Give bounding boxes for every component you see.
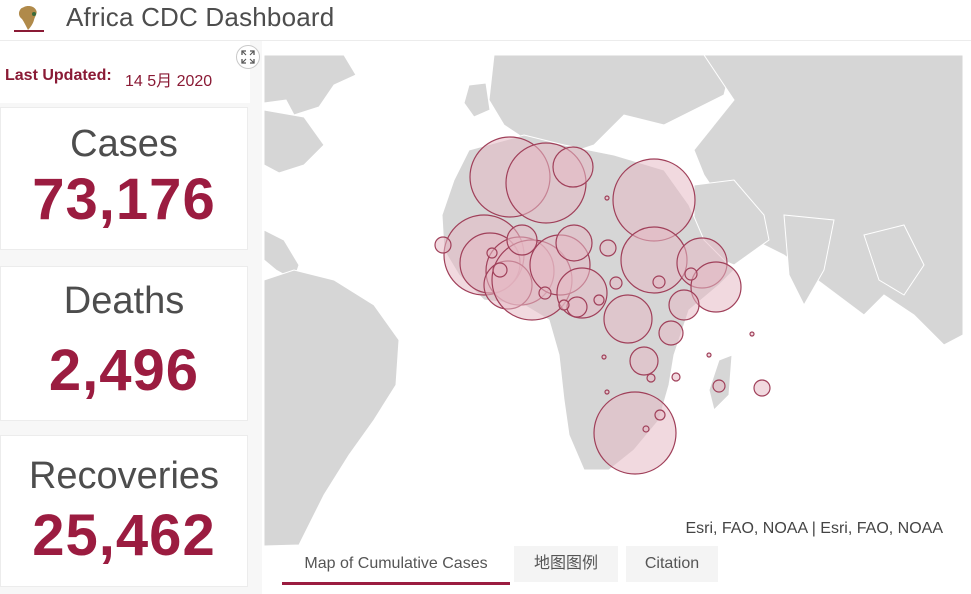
case-marker-mozambique: [671, 372, 681, 382]
case-marker-zambia: [629, 346, 659, 376]
case-marker-togo: [538, 286, 552, 300]
case-marker-cape-verde: [434, 236, 452, 254]
case-marker-guinea-bissau: [486, 247, 498, 259]
case-marker-libya: [604, 195, 610, 201]
tab-map-legend[interactable]: 地图图例: [514, 546, 618, 582]
case-marker-eswatini: [654, 409, 666, 421]
case-marker-south-africa: [593, 391, 677, 475]
case-marker-sierra-leone: [492, 262, 508, 278]
last-updated: Last Updated: 14 5月 2020: [0, 41, 250, 103]
cases-value: 73,176: [32, 167, 216, 232]
stats-sidebar: Last Updated: 14 5月 2020 Cases 73,176 De…: [0, 41, 262, 594]
case-marker-botswana: [604, 389, 610, 395]
expand-icon: [241, 50, 255, 64]
case-marker-drc: [603, 294, 653, 344]
last-updated-label: Last Updated:: [5, 67, 112, 84]
map-attribution: Esri, FAO, NOAA | Esri, FAO, NOAA: [685, 520, 943, 537]
world-map[interactable]: [264, 55, 963, 546]
case-marker-somalia: [690, 261, 742, 313]
case-marker-kenya: [668, 289, 700, 321]
last-updated-value: 14 5月 2020: [125, 73, 213, 90]
case-marker-comoros: [706, 352, 712, 358]
case-marker-gabon: [566, 296, 588, 318]
deaths-card: Deaths 2,496: [0, 266, 248, 421]
map-view[interactable]: Esri, FAO, NOAA | Esri, FAO, NOAA: [264, 55, 963, 546]
case-marker-madagascar: [712, 379, 726, 393]
case-marker-tunisia: [552, 146, 594, 188]
expand-button[interactable]: [236, 45, 260, 69]
cases-title: Cases: [70, 123, 178, 165]
app-title: Africa CDC Dashboard: [66, 2, 335, 32]
case-marker-djibouti: [684, 267, 698, 281]
case-marker-seychelles: [749, 331, 755, 337]
case-marker-burkina: [506, 224, 538, 256]
case-marker-south-sudan: [652, 275, 666, 289]
tab-citation[interactable]: Citation: [626, 546, 718, 582]
case-marker-car: [609, 276, 623, 290]
recoveries-card: Recoveries 25,462: [0, 435, 248, 587]
deaths-value: 2,496: [48, 338, 200, 403]
case-markers[interactable]: [434, 136, 771, 475]
app-header: Africa CDC Dashboard: [0, 0, 971, 41]
case-marker-mauritius: [753, 379, 771, 397]
recoveries-value: 25,462: [32, 503, 216, 568]
deaths-title: Deaths: [63, 280, 185, 322]
recoveries-title: Recoveries: [28, 455, 220, 497]
case-marker-tanzania: [658, 320, 684, 346]
case-marker-niger: [555, 224, 593, 262]
case-marker-lesotho: [642, 425, 650, 433]
case-marker-angola: [601, 354, 607, 360]
case-marker-chad: [599, 239, 617, 257]
case-marker-congo: [593, 294, 605, 306]
cases-card: Cases 73,176: [0, 107, 248, 250]
tab-map-of-cumulative-cases[interactable]: Map of Cumulative Cases: [282, 546, 510, 585]
africa-cdc-logo: [14, 6, 44, 32]
case-marker-malawi: [646, 373, 656, 383]
case-marker-benin: [558, 299, 570, 311]
